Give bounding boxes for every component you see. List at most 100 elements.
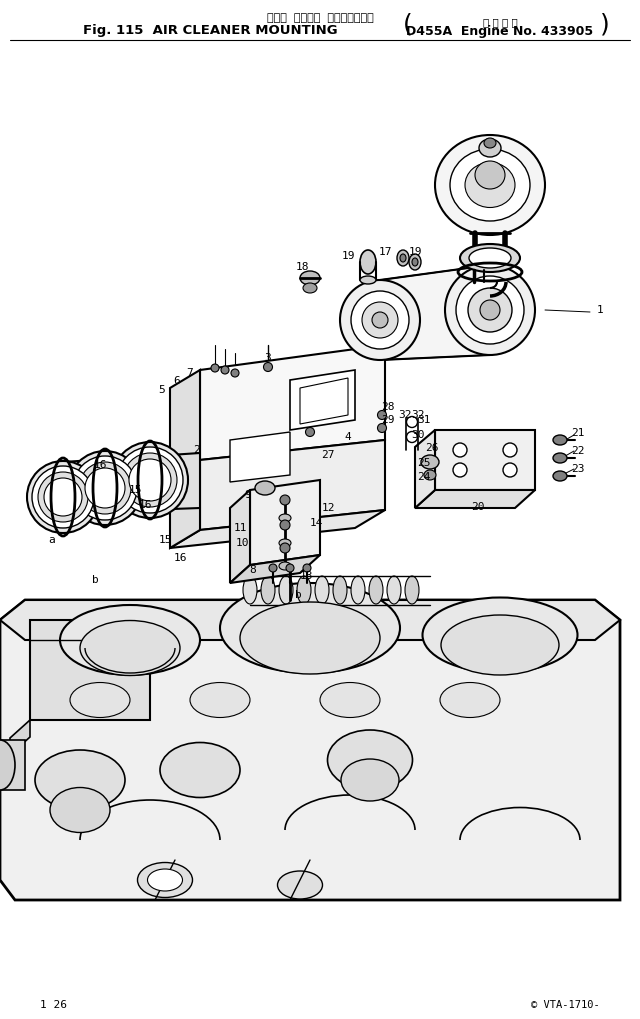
Text: 16: 16 [173,553,187,564]
Ellipse shape [412,258,418,266]
Ellipse shape [387,576,401,604]
Ellipse shape [27,461,99,533]
Polygon shape [415,490,535,508]
Ellipse shape [123,453,177,507]
Ellipse shape [190,683,250,717]
Polygon shape [170,370,200,548]
Text: 23: 23 [572,464,585,474]
Ellipse shape [269,564,277,572]
Polygon shape [435,430,535,490]
Ellipse shape [35,750,125,810]
Ellipse shape [378,411,387,420]
Text: 3: 3 [264,353,271,363]
Text: 24: 24 [417,472,431,482]
Text: 22: 22 [572,446,585,455]
Ellipse shape [211,364,219,372]
Text: 6: 6 [173,376,180,386]
Ellipse shape [400,254,406,262]
Text: 5: 5 [159,385,165,395]
Polygon shape [0,740,25,790]
Polygon shape [290,370,355,430]
Text: 32: 32 [398,410,412,420]
Polygon shape [415,430,435,508]
Ellipse shape [286,564,294,572]
Ellipse shape [456,276,524,344]
Ellipse shape [453,443,467,457]
Text: © VTA-1710-: © VTA-1710- [531,1000,600,1010]
Text: 適 用 号 機: 適 用 号 機 [483,17,517,26]
Ellipse shape [68,451,142,525]
Ellipse shape [138,862,193,898]
Ellipse shape [303,283,317,293]
Ellipse shape [397,250,409,266]
Polygon shape [0,600,620,900]
Ellipse shape [503,443,517,457]
Ellipse shape [38,472,88,522]
Ellipse shape [261,576,275,604]
Ellipse shape [503,463,517,477]
Ellipse shape [479,139,501,157]
Ellipse shape [409,254,421,270]
Ellipse shape [360,276,376,284]
Ellipse shape [240,602,380,674]
Polygon shape [250,480,320,565]
Text: ): ) [600,12,610,36]
Ellipse shape [553,435,567,445]
Text: 1 26: 1 26 [40,1000,67,1010]
Ellipse shape [305,428,314,436]
Text: 4: 4 [344,432,351,442]
Text: 1: 1 [596,305,604,315]
Ellipse shape [465,162,515,208]
Polygon shape [230,490,250,583]
Ellipse shape [441,615,559,675]
Text: D455A  Engine No. 433905: D455A Engine No. 433905 [406,24,593,38]
Text: 8: 8 [250,565,257,575]
Ellipse shape [328,730,413,790]
Text: (: ( [403,12,413,36]
Polygon shape [200,345,385,460]
Ellipse shape [435,135,545,235]
Ellipse shape [279,576,293,604]
Text: 16: 16 [93,460,107,470]
Ellipse shape [351,291,409,348]
Ellipse shape [70,683,130,717]
Ellipse shape [147,869,182,891]
Ellipse shape [32,466,94,528]
Text: 15: 15 [158,535,172,545]
Text: 10: 10 [236,538,249,548]
Ellipse shape [351,576,365,604]
Ellipse shape [221,366,229,374]
Ellipse shape [255,481,275,495]
Ellipse shape [264,363,273,372]
Text: 29: 29 [381,415,395,425]
Text: 25: 25 [417,458,431,468]
Ellipse shape [79,462,131,514]
Ellipse shape [220,583,400,673]
Text: 9: 9 [244,490,252,500]
Ellipse shape [450,149,530,221]
Ellipse shape [112,442,188,518]
Ellipse shape [280,520,290,530]
Text: 30: 30 [412,430,425,440]
Ellipse shape [279,562,291,570]
Ellipse shape [553,471,567,481]
Text: 26: 26 [425,443,439,453]
Ellipse shape [468,288,512,332]
Polygon shape [230,555,320,583]
Polygon shape [0,600,620,640]
Text: 31: 31 [417,415,431,425]
Ellipse shape [117,447,183,513]
Polygon shape [300,378,348,424]
Text: 11: 11 [233,523,247,533]
Ellipse shape [362,302,398,338]
Text: 19: 19 [408,247,422,257]
Text: 21: 21 [572,428,585,438]
Text: 2: 2 [193,445,200,455]
Ellipse shape [360,250,376,274]
Ellipse shape [320,683,380,717]
Text: 20: 20 [471,502,484,512]
Polygon shape [170,510,385,548]
Text: 15: 15 [128,485,141,495]
Text: b: b [92,575,99,585]
Ellipse shape [280,495,290,505]
